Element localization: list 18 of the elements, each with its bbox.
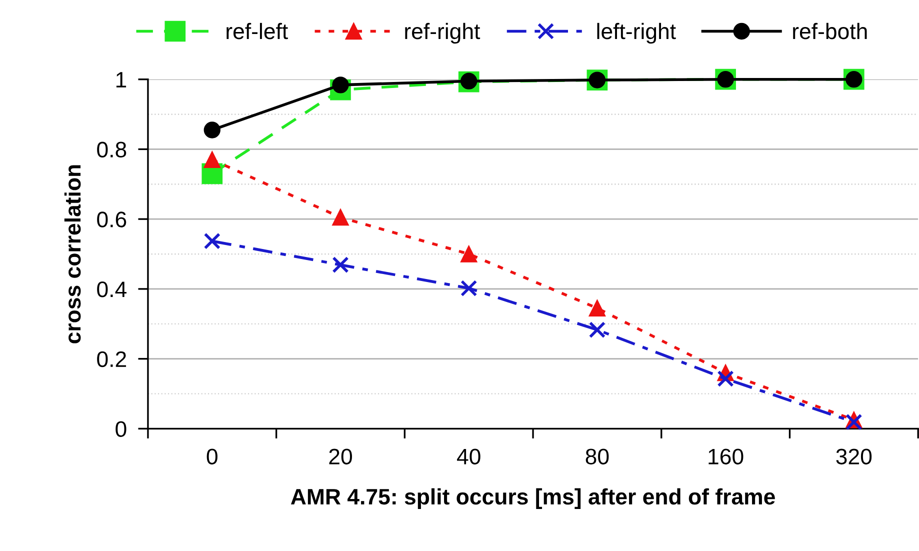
y-tick-label: 0.2	[97, 351, 126, 368]
y-tick-label: 0.8	[97, 142, 126, 158]
x-tick-label: 160	[708, 448, 744, 464]
x-tick-label: 40	[456, 448, 480, 464]
legend-label: ref-right	[405, 22, 480, 44]
legend-label: left-right	[597, 22, 676, 44]
y-tick-label: 1	[116, 72, 126, 88]
y-axis-title: cross correlation	[64, 165, 81, 344]
y-tick-label: 0	[116, 421, 126, 437]
legend-label: ref-left	[226, 22, 288, 40]
x-tick-label: 80	[586, 448, 609, 464]
y-tick-label: 0.6	[97, 212, 126, 228]
x-tick-label: 0	[206, 448, 218, 464]
x-tick-label: 320	[836, 448, 872, 464]
y-tick-label: 0.4	[97, 281, 126, 298]
x-tick-label: 20	[329, 448, 352, 464]
legend-label: ref-both	[793, 22, 867, 40]
x-axis-title: AMR 4.75: split occurs [ms] after end of frame	[290, 488, 775, 509]
